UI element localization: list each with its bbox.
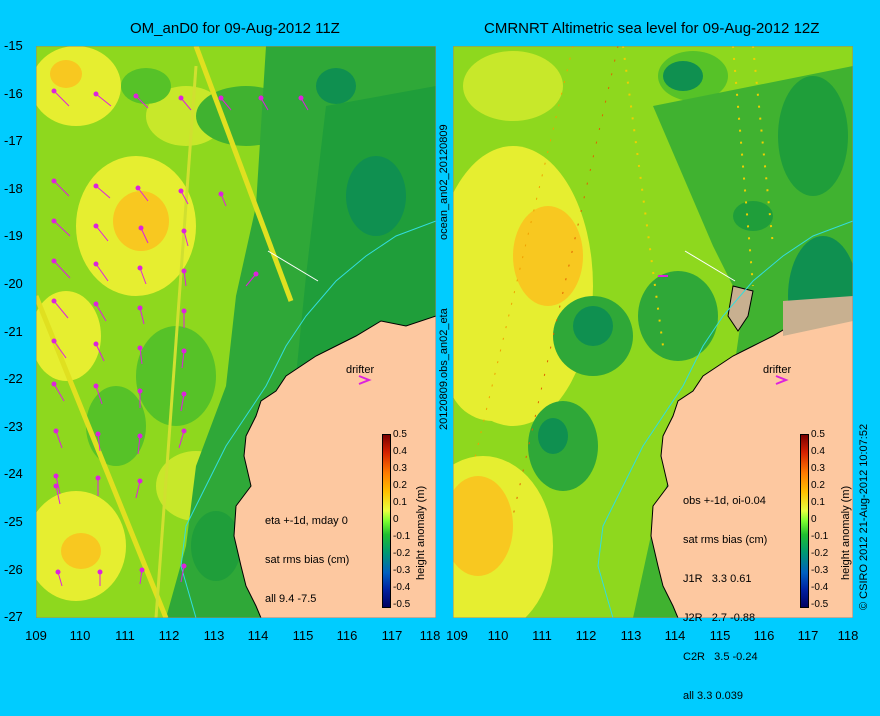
colorbar-tick: 0.1: [811, 497, 825, 508]
x-tick: 118: [419, 628, 441, 643]
right-drifter-label: drifter: [763, 364, 792, 376]
colorbar-tick: 0.5: [811, 429, 825, 440]
colorbar-tick: -0.2: [393, 548, 411, 559]
y-tick: -16: [4, 86, 23, 101]
y-tick: -22: [4, 371, 23, 386]
left-map-panel: [36, 46, 436, 618]
left-colorbar-label: height anomaly (m): [415, 485, 427, 580]
right-map-title: CMRNRT Altimetric sea level for 09-Aug-2…: [484, 20, 820, 37]
colorbar-tick: -0.1: [393, 531, 411, 542]
right-colorbar: [800, 434, 809, 608]
x-tick: 113: [203, 628, 225, 643]
colorbar-tick: 0.2: [393, 480, 407, 491]
colorbar-tick: 0.4: [393, 446, 407, 457]
x-tick: 116: [753, 628, 775, 643]
x-tick: 111: [115, 628, 135, 643]
colorbar-tick: -0.5: [811, 599, 829, 610]
colorbar-tick: -0.5: [393, 599, 411, 610]
x-tick: 109: [446, 628, 468, 643]
left-map-svg: [36, 46, 436, 618]
y-tick: -18: [4, 181, 23, 196]
x-tick: 115: [292, 628, 314, 643]
y-tick: -27: [4, 609, 23, 624]
left-wind-arrows: [51, 88, 309, 587]
y-tick: -19: [4, 228, 23, 243]
x-tick: 112: [158, 628, 180, 643]
colorbar-tick: -0.1: [811, 531, 829, 542]
right-map-panel: [453, 46, 853, 618]
right-legend: obs +-1d, oi-0.04 sat rms bias (cm) J1R …: [683, 469, 767, 716]
credit-label: © CSIRO 2012 21-Aug-2012 10:07:52: [858, 423, 870, 610]
right-map-svg: [453, 46, 853, 618]
colorbar-tick: -0.4: [393, 582, 411, 593]
y-tick: -24: [4, 466, 23, 481]
colorbar-tick: 0.1: [393, 497, 407, 508]
colorbar-tick: 0.3: [811, 463, 825, 474]
colorbar-tick: -0.3: [393, 565, 411, 576]
colorbar-tick: -0.2: [811, 548, 829, 559]
y-tick: -25: [4, 514, 23, 529]
legend-line: eta +-1d, mday 0: [265, 515, 348, 527]
left-drifter-label: drifter: [346, 364, 375, 376]
x-tick: 110: [69, 628, 91, 643]
x-tick: 116: [336, 628, 358, 643]
colorbar-tick: 0.2: [811, 480, 825, 491]
x-tick: 111: [532, 628, 552, 643]
y-tick: -21: [4, 324, 23, 339]
x-tick: 117: [797, 628, 819, 643]
x-tick: 118: [837, 628, 859, 643]
y-tick: -15: [4, 38, 23, 53]
x-tick: 112: [575, 628, 597, 643]
legend-line: J2R 2.7 -0.88: [683, 612, 756, 624]
left-map-title: OM_anD0 for 09-Aug-2012 11Z: [130, 20, 340, 37]
colorbar-tick: -0.3: [811, 565, 829, 576]
right-colorbar-label: height anomaly (m): [840, 485, 852, 580]
left-colorbar: [382, 434, 391, 608]
legend-line: sat rms bias (cm): [683, 534, 768, 546]
colorbar-tick: 0.5: [393, 429, 407, 440]
side-label-top: ocean_an02_20120809: [438, 124, 450, 240]
legend-line: J1R 3.3 0.61: [683, 573, 752, 585]
x-tick: 113: [620, 628, 642, 643]
x-tick: 115: [709, 628, 731, 643]
x-tick: 117: [381, 628, 403, 643]
legend-line: obs +-1d, oi-0.04: [683, 495, 766, 507]
legend-line: C2R 3.5 -0.24: [683, 651, 758, 663]
legend-line: sat rms bias (cm): [265, 554, 350, 566]
y-tick: -17: [4, 133, 23, 148]
colorbar-tick: 0.3: [393, 463, 407, 474]
colorbar-tick: 0: [811, 514, 817, 525]
x-tick: 114: [247, 628, 269, 643]
y-tick: -26: [4, 562, 23, 577]
left-legend: eta +-1d, mday 0 sat rms bias (cm) all 9…: [265, 489, 349, 619]
x-tick: 110: [487, 628, 509, 643]
legend-line: all 9.4 -7.5: [265, 593, 317, 605]
legend-line: all 3.3 0.039: [683, 690, 743, 702]
colorbar-tick: -0.4: [811, 582, 829, 593]
x-tick: 109: [25, 628, 47, 643]
colorbar-tick: 0: [393, 514, 399, 525]
colorbar-tick: 0.4: [811, 446, 825, 457]
side-label-bottom: 20120809.obs_an02_eta: [438, 308, 450, 430]
y-tick: -23: [4, 419, 23, 434]
y-tick: -20: [4, 276, 23, 291]
x-tick: 114: [664, 628, 686, 643]
